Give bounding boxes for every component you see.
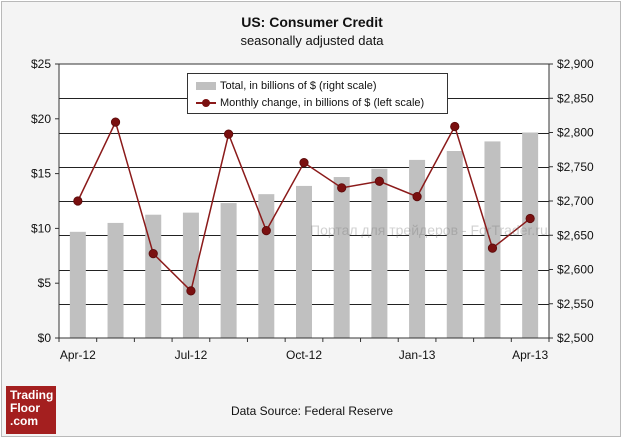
- right-tick-label: $2,700: [557, 194, 594, 208]
- logo-line-3: .com: [10, 414, 39, 428]
- bar-total: [333, 177, 350, 338]
- logo-line-2: Floor: [10, 401, 40, 415]
- bar-total: [409, 159, 426, 338]
- tradingfloor-logo: Trading Floor .com: [6, 386, 56, 434]
- x-tick-label: Jul-12: [175, 348, 208, 362]
- point-monthly-change: [110, 117, 121, 127]
- right-tick-label: $2,900: [557, 57, 594, 71]
- left-tick-label: $5: [38, 276, 52, 290]
- left-tick-label: $25: [31, 57, 51, 71]
- right-tick-label: $2,750: [557, 160, 594, 174]
- chart-title: US: Consumer Credit: [241, 14, 383, 30]
- watermark-text: Портал для трейдеров - ForTrader.ru: [310, 222, 548, 238]
- bar-total: [220, 203, 237, 338]
- legend-item-total: Total, in billions of $ (right scale): [196, 78, 377, 94]
- point-monthly-change: [450, 121, 460, 132]
- left-tick-label: $0: [38, 331, 52, 345]
- left-tick-label: $15: [31, 167, 51, 181]
- point-monthly-change: [186, 286, 196, 296]
- bar-total: [484, 141, 501, 338]
- left-tick-label: $20: [31, 112, 51, 126]
- right-tick-label: $2,850: [557, 91, 594, 105]
- bar-total: [69, 231, 86, 338]
- legend-bar-label: Total, in billions of $ (right scale): [220, 80, 377, 92]
- x-tick-label: Apr-12: [60, 348, 96, 362]
- point-monthly-change: [299, 158, 309, 168]
- right-tick-label: $2,650: [557, 228, 594, 242]
- point-monthly-change: [148, 249, 158, 259]
- chart-legend: Total, in billions of $ (right scale) Mo…: [187, 73, 448, 114]
- bar-total: [522, 132, 539, 338]
- x-tick-label: Oct-12: [286, 348, 322, 362]
- bar-total: [296, 185, 312, 338]
- point-monthly-change: [374, 176, 384, 186]
- legend-bar-swatch: [196, 82, 216, 90]
- right-tick-label: $2,600: [557, 263, 594, 277]
- left-tick-label: $10: [31, 221, 51, 235]
- point-monthly-change: [73, 196, 83, 206]
- right-tick-label: $2,500: [557, 331, 594, 345]
- bar-total: [107, 222, 124, 338]
- x-tick-label: Apr-13: [512, 348, 548, 362]
- point-monthly-change: [487, 243, 498, 253]
- bar-total: [182, 212, 199, 338]
- point-monthly-change: [224, 129, 234, 139]
- point-monthly-change: [337, 183, 347, 193]
- point-monthly-change: [412, 192, 422, 202]
- point-monthly-change: [525, 213, 535, 224]
- legend-item-monthly-change: Monthly change, in billions of $ (left s…: [196, 95, 424, 111]
- logo-line-1: Trading: [10, 388, 54, 402]
- bar-total: [446, 150, 463, 338]
- right-tick-label: $2,800: [557, 126, 594, 140]
- bar-total: [371, 168, 388, 338]
- x-tick-label: Jan-13: [399, 348, 436, 362]
- legend-line-swatch: [196, 99, 216, 107]
- point-monthly-change: [261, 225, 271, 236]
- chart-subtitle: seasonally adjusted data: [240, 33, 384, 48]
- right-tick-label: $2,550: [557, 297, 594, 311]
- data-source: Data Source: Federal Reserve: [230, 404, 394, 418]
- bar-total: [145, 214, 162, 338]
- legend-line-label: Monthly change, in billions of $ (left s…: [220, 97, 425, 109]
